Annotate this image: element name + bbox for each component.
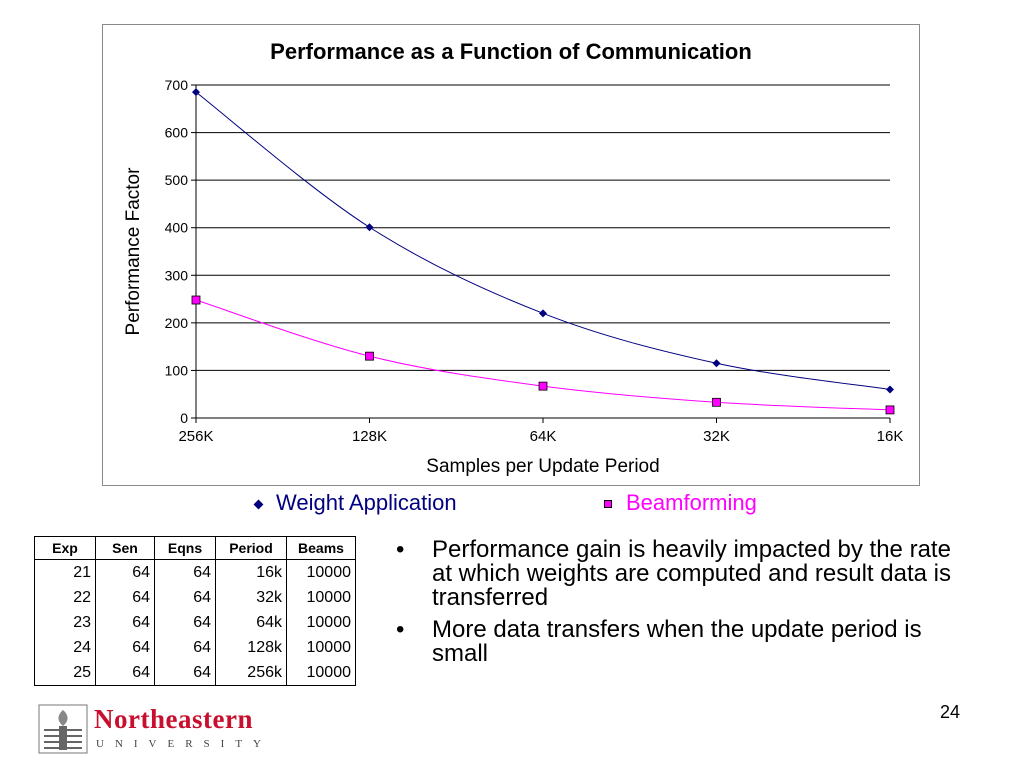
- y-tick-label: 400: [165, 220, 189, 236]
- bullet-dot: •: [396, 616, 405, 643]
- page-number: 24: [940, 702, 961, 722]
- table-cell: 10000: [286, 660, 356, 686]
- university-logo: Northeastern UNIVERSITY: [38, 704, 288, 756]
- x-tick-label: 256K: [178, 428, 213, 445]
- table-cell: 64: [95, 559, 155, 585]
- x-tick-label: 64K: [530, 428, 557, 445]
- table-cell: 24: [34, 635, 96, 660]
- table-row: 21 64 64 16k 10000: [34, 559, 356, 585]
- table-cell: 64k: [215, 610, 287, 635]
- chart-title: Performance as a Function of Communicati…: [270, 39, 752, 64]
- column-header: Period: [215, 536, 287, 560]
- bullet-item: • More data transfers when the update per…: [396, 618, 976, 666]
- table-cell: 10000: [286, 635, 356, 660]
- x-tick-label: 128K: [352, 428, 387, 445]
- table-cell: 64: [154, 585, 216, 610]
- x-axis-label: Samples per Update Period: [426, 456, 659, 477]
- table-cell: 64: [154, 559, 216, 585]
- y-tick-label: 600: [165, 125, 189, 141]
- torch-emblem-icon: [38, 704, 88, 754]
- table-cell: 10000: [286, 610, 356, 635]
- table-cell: 10000: [286, 559, 356, 585]
- data-point-weight-application: [365, 223, 374, 232]
- y-tick-label: 700: [165, 77, 189, 93]
- diamond-marker-icon: [253, 499, 264, 510]
- table-row: 23 64 64 64k 10000: [34, 610, 356, 635]
- table-row: 24 64 64 128k 10000: [34, 635, 356, 660]
- bullet-list: • Performance gain is heavily impacted by…: [396, 538, 976, 674]
- table-cell: 64: [95, 610, 155, 635]
- x-tick-label: 32K: [703, 428, 730, 445]
- table-cell: 64: [154, 610, 216, 635]
- data-point-weight-application: [539, 309, 547, 318]
- table-cell: 64: [154, 635, 216, 660]
- y-tick-label: 0: [180, 410, 188, 426]
- table-cell: 32k: [215, 585, 287, 610]
- y-tick-label: 300: [165, 267, 189, 283]
- data-point-weight-application: [712, 359, 721, 368]
- data-point-beamforming: [538, 381, 548, 391]
- table-row: 25 64 64 256k 10000: [34, 660, 356, 686]
- table-cell: 256k: [215, 660, 287, 686]
- table-cell: 64: [154, 660, 216, 686]
- table-cell: 64: [95, 660, 155, 686]
- column-header: Sen: [95, 536, 155, 560]
- y-tick-label: 200: [165, 315, 189, 331]
- legend-item-beamforming: Beamforming: [604, 488, 757, 518]
- table-cell: 22: [34, 585, 96, 610]
- data-point-weight-application: [886, 385, 894, 394]
- bullet-item: • Performance gain is heavily impacted by…: [396, 538, 976, 610]
- table-cell: 10000: [286, 585, 356, 610]
- experiment-table: Exp Sen Eqns Period Beams 21 64 64 16k 1…: [34, 536, 356, 686]
- column-header: Eqns: [154, 536, 216, 560]
- data-point-weight-application: [192, 88, 200, 97]
- y-tick-label: 100: [165, 362, 189, 378]
- y-tick-label: 500: [165, 172, 189, 188]
- table-cell: 23: [34, 610, 96, 635]
- table-cell: 21: [34, 559, 96, 585]
- table-cell: 16k: [215, 559, 287, 585]
- bullet-text: Performance gain is heavily impacted by …: [432, 536, 951, 611]
- table-cell: 64: [95, 635, 155, 660]
- data-point-beamforming: [191, 295, 201, 305]
- chart-panel: Performance as a Function of Communicati…: [102, 24, 920, 486]
- data-point-beamforming: [365, 351, 374, 361]
- table-row: 22 64 64 32k 10000: [34, 585, 356, 610]
- legend-label: Weight Application: [276, 490, 457, 515]
- bullet-dot: •: [396, 536, 405, 563]
- x-tick-label: 16K: [877, 428, 904, 445]
- logo-wordmark: Northeastern: [94, 704, 253, 734]
- table-cell: 25: [34, 660, 96, 686]
- line-chart: Performance as a Function of Communicati…: [123, 39, 904, 477]
- table-header-row: Exp Sen Eqns Period Beams: [34, 536, 356, 560]
- logo-subtitle: UNIVERSITY: [96, 738, 272, 750]
- series-line-weight-application: [195, 91, 891, 390]
- column-header: Exp: [34, 536, 96, 560]
- legend-item-weight-application: Weight Application: [253, 488, 457, 518]
- table-cell: 128k: [215, 635, 287, 660]
- data-point-beamforming: [885, 405, 895, 415]
- table-cell: 64: [95, 585, 155, 610]
- data-point-beamforming: [712, 397, 721, 407]
- y-axis-label: Performance Factor: [123, 167, 144, 336]
- bullet-text: More data transfers when the update peri…: [432, 616, 922, 667]
- square-marker-icon: [604, 500, 612, 509]
- column-header: Beams: [286, 536, 356, 560]
- legend-label: Beamforming: [626, 490, 757, 515]
